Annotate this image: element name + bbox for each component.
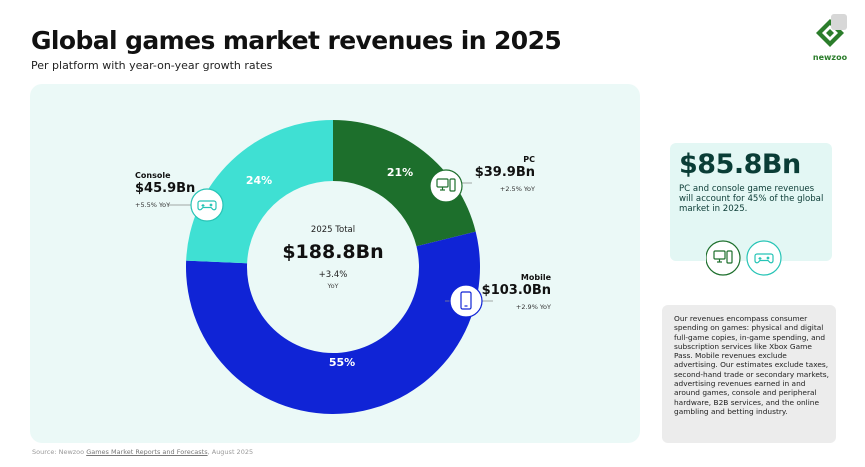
center-growth: +3.4% [319, 270, 348, 280]
mobile-growth: +2.9% YoY [515, 303, 551, 311]
slice-mobile [185, 231, 481, 415]
pc-console-card: $85.8Bn PC and console game revenues wil… [670, 143, 832, 276]
gamepad-icon [754, 253, 774, 264]
slice-console [186, 120, 333, 264]
expand-icon[interactable] [831, 14, 847, 30]
phone-icon [460, 291, 472, 310]
source-suffix: , August 2025 [207, 448, 254, 456]
note-text: Our revenues encompass consumer spending… [674, 314, 830, 416]
newzoo-wordmark: newzoo [812, 53, 848, 62]
console-label: Console $45.9Bn +5.5% YoY [135, 171, 215, 209]
pc-icon [713, 250, 733, 264]
card-text: PC and console game revenues will accoun… [679, 184, 824, 214]
slice-pc [333, 120, 476, 247]
source-line: Source: Newzoo Games Market Reports and … [32, 448, 253, 456]
slice-percent-console: 24% [246, 174, 272, 187]
source-link[interactable]: Games Market Reports and Forecasts [86, 448, 208, 456]
center-label: 2025 Total [311, 225, 355, 235]
pc-icon [436, 178, 456, 192]
console-growth: +5.5% YoY [135, 201, 171, 209]
mobile-revenue: $103.0Bn [481, 283, 551, 298]
source-prefix: Source: Newzoo [32, 448, 87, 456]
center-growth-label: YoY [326, 282, 338, 290]
methodology-note: Our revenues encompass consumer spending… [662, 305, 836, 443]
center-total: $188.8Bn [282, 241, 383, 263]
card-icons [706, 240, 782, 276]
page-subtitle: Per platform with year-on-year growth ra… [31, 59, 273, 72]
slice-percent-mobile: 55% [329, 356, 355, 369]
card-value: $85.8Bn [679, 149, 801, 180]
pc-revenue: $39.9Bn [474, 165, 535, 180]
pc-growth: +2.5% YoY [499, 185, 535, 193]
pc-label: PC $39.9Bn +2.5% YoY [466, 155, 535, 193]
pc-name: PC [523, 155, 535, 164]
page-title: Global games market revenues in 2025 [31, 26, 562, 55]
slice-percent-pc: 21% [387, 166, 413, 179]
mobile-label: Mobile $103.0Bn +2.9% YoY [478, 273, 551, 311]
mobile-name: Mobile [520, 273, 551, 282]
gamepad-icon [197, 200, 217, 211]
console-revenue: $45.9Bn [135, 181, 196, 196]
console-name: Console [135, 171, 171, 180]
